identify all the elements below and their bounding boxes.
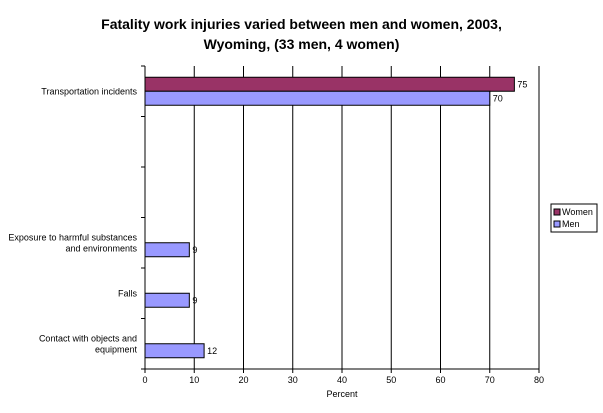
- x-tick-label-0: 0: [142, 375, 147, 385]
- x-tick-label-6: 60: [435, 375, 445, 385]
- legend-swatch-men: [553, 220, 561, 228]
- category-label-3-0: Exposure to harmful substances: [8, 232, 137, 242]
- chart-title-line-2: Wyoming, (33 men, 4 women): [203, 36, 400, 52]
- category-label-4-0: Falls: [118, 288, 138, 298]
- bar-women-0: [144, 76, 515, 92]
- category-label-5-1: equipment: [95, 344, 138, 354]
- bar-men-4: [144, 292, 190, 308]
- chart-title-line-1: Fatality work injuries varied between me…: [101, 16, 502, 32]
- legend-swatch-women: [553, 208, 561, 216]
- data-label-men-0: 70: [493, 93, 503, 103]
- x-tick-label-4: 40: [337, 375, 347, 385]
- category-label-0-0: Transportation incidents: [41, 86, 137, 96]
- data-label-women-0: 75: [517, 79, 527, 89]
- bar-men-5: [144, 343, 205, 359]
- chart-title: Fatality work injuries varied between me…: [0, 14, 603, 54]
- x-tick-label-2: 20: [238, 375, 248, 385]
- data-label-men-3: 9: [192, 245, 197, 255]
- data-label-men-4: 9: [192, 295, 197, 305]
- x-tick-label-7: 70: [485, 375, 495, 385]
- bar-men-3: [144, 242, 190, 258]
- x-tick-label-5: 50: [386, 375, 396, 385]
- legend-label-men: Men: [562, 219, 580, 229]
- x-axis-label: Percent: [326, 389, 358, 399]
- category-label-5-0: Contact with objects and: [39, 333, 137, 343]
- x-tick-label-3: 30: [288, 375, 298, 385]
- x-tick-label-8: 80: [534, 375, 544, 385]
- category-label-3-1: and environments: [65, 243, 137, 253]
- legend-label-women: Women: [562, 207, 593, 217]
- x-tick-label-1: 10: [189, 375, 199, 385]
- bar-men-0: [144, 90, 491, 106]
- data-label-men-5: 12: [207, 346, 217, 356]
